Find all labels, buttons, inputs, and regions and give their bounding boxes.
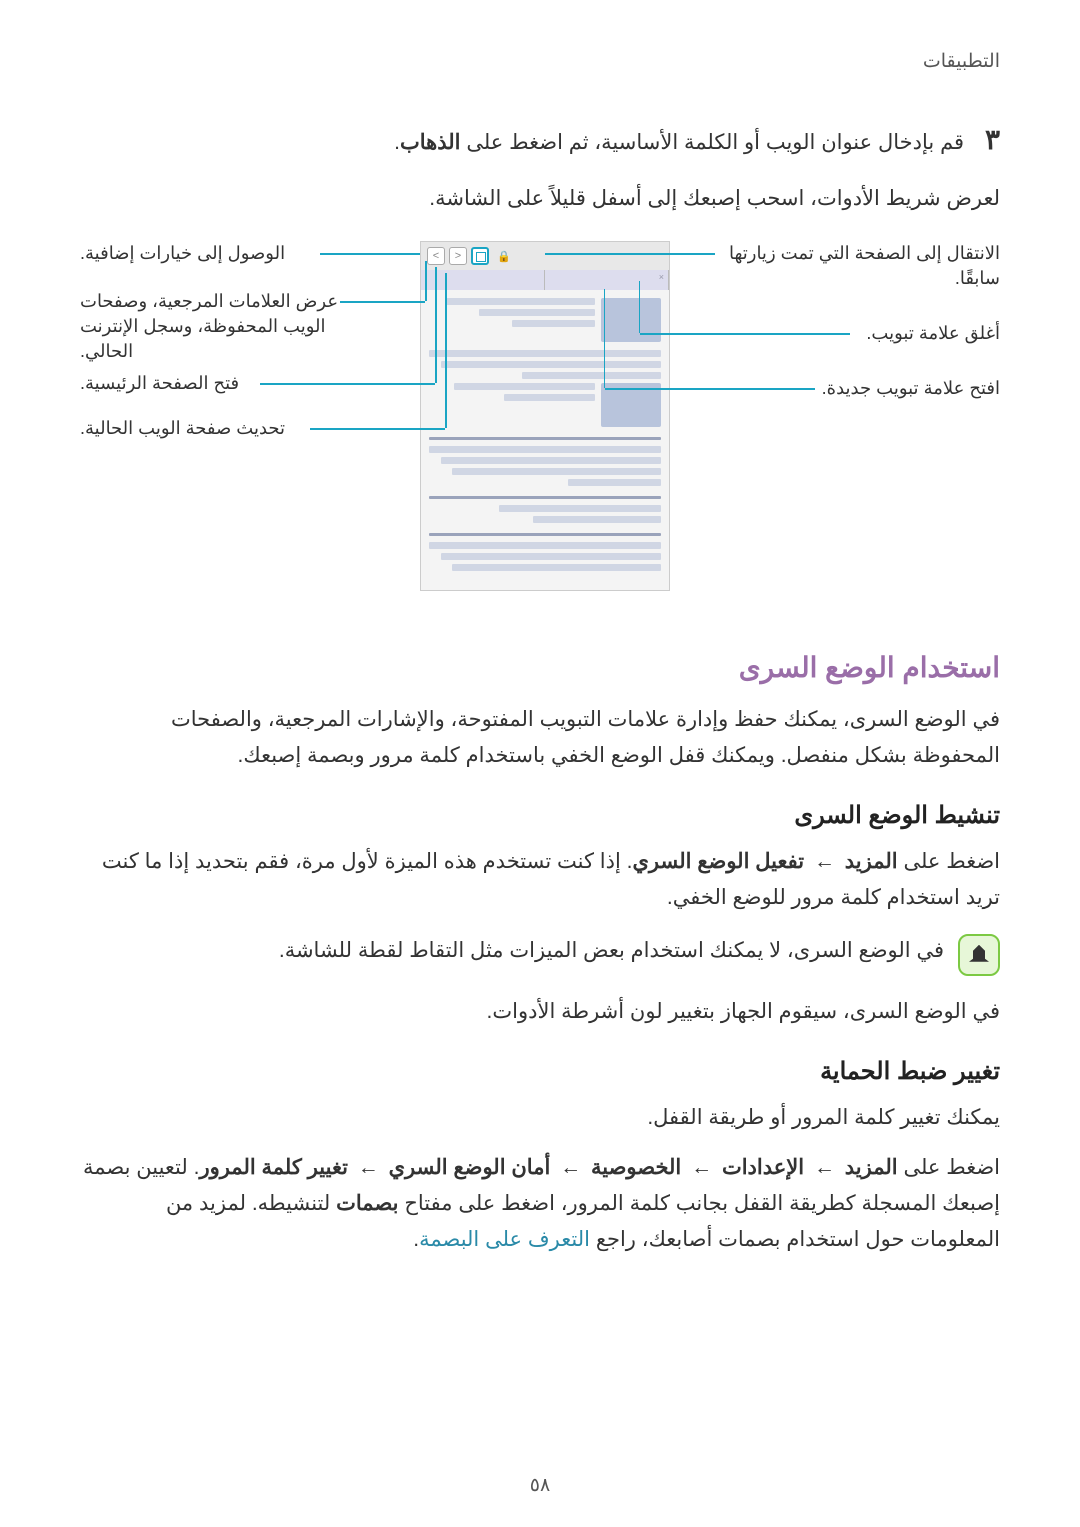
lead-line <box>640 333 850 335</box>
lock-icon: 🔒 <box>497 250 511 263</box>
note-block: في الوضع السرى، لا يمكنك استخدام بعض الم… <box>80 934 1000 976</box>
secret-mode-heading: استخدام الوضع السرى <box>80 651 1000 684</box>
forward-icon: > <box>427 247 445 265</box>
lead-line <box>425 261 427 301</box>
security-p2: اضغط على المزيد ← الإعدادات ← الخصوصية ←… <box>80 1150 1000 1257</box>
secret-mode-intro: في الوضع السرى، يمكنك حفظ وإدارة علامات … <box>80 702 1000 773</box>
lead-line <box>604 289 606 388</box>
phone-tabstrip <box>421 270 669 290</box>
fingerprint-link[interactable]: التعرف على البصمة <box>419 1228 590 1251</box>
color-note: في الوضع السرى، سيقوم الجهاز بتغيير لون … <box>80 994 1000 1030</box>
blur-thumbnail <box>601 298 661 342</box>
lead-line <box>639 281 641 333</box>
note-bell-icon <box>958 934 1000 976</box>
lead-line <box>445 273 447 428</box>
security-p1: يمكنك تغيير كلمة المرور أو طريقة القفل. <box>80 1100 1000 1136</box>
lead-line <box>340 301 425 303</box>
callout-bookmarks: عرض العلامات المرجعية، وصفحات الويب المح… <box>80 289 340 365</box>
lead-line <box>545 253 715 255</box>
step-text-prefix: قم بإدخال عنوان الويب أو الكلمة الأساسية… <box>461 131 965 154</box>
step-3-instruction: ٣ قم بإدخال عنوان الويب أو الكلمة الأساس… <box>80 123 1000 156</box>
back-icon: < <box>449 247 467 265</box>
lead-line <box>310 428 445 430</box>
page-header: التطبيقات <box>80 50 1000 73</box>
callout-more-options: الوصول إلى خيارات إضافية. <box>80 241 340 266</box>
activate-heading: تنشيط الوضع السرى <box>80 801 1000 830</box>
callout-prev-page: الانتقال إلى الصفحة التي تمت زيارتها ساب… <box>720 241 1000 291</box>
phone-mockup: 🔒 < > <box>420 241 670 591</box>
activate-paragraph: اضغط على المزيد ← تفعيل الوضع السري. إذا… <box>80 844 1000 915</box>
phone-addressbar: 🔒 < > <box>421 242 669 270</box>
security-heading: تغيير ضبط الحماية <box>80 1057 1000 1086</box>
page-number: ٥٨ <box>530 1474 550 1497</box>
tab-item <box>421 270 545 290</box>
note-text: في الوضع السرى، لا يمكنك استخدام بعض الم… <box>80 934 944 968</box>
phone-body <box>421 290 669 583</box>
browser-diagram: 🔒 < > <box>80 241 1000 611</box>
callout-refresh: تحديث صفحة الويب الحالية. <box>80 416 340 441</box>
tab-close-icon <box>545 270 669 290</box>
blur-thumbnail <box>601 383 661 427</box>
step-number: ٣ <box>985 124 1000 155</box>
toolbar-hint: لعرض شريط الأدوات، اسحب إصبعك إلى أسفل ق… <box>80 186 1000 211</box>
step-text-bold: الذهاب <box>400 131 461 154</box>
lead-line <box>320 253 420 255</box>
home-icon <box>471 247 489 265</box>
lead-line <box>605 388 815 390</box>
lead-line <box>435 267 437 383</box>
lead-line <box>260 383 435 385</box>
